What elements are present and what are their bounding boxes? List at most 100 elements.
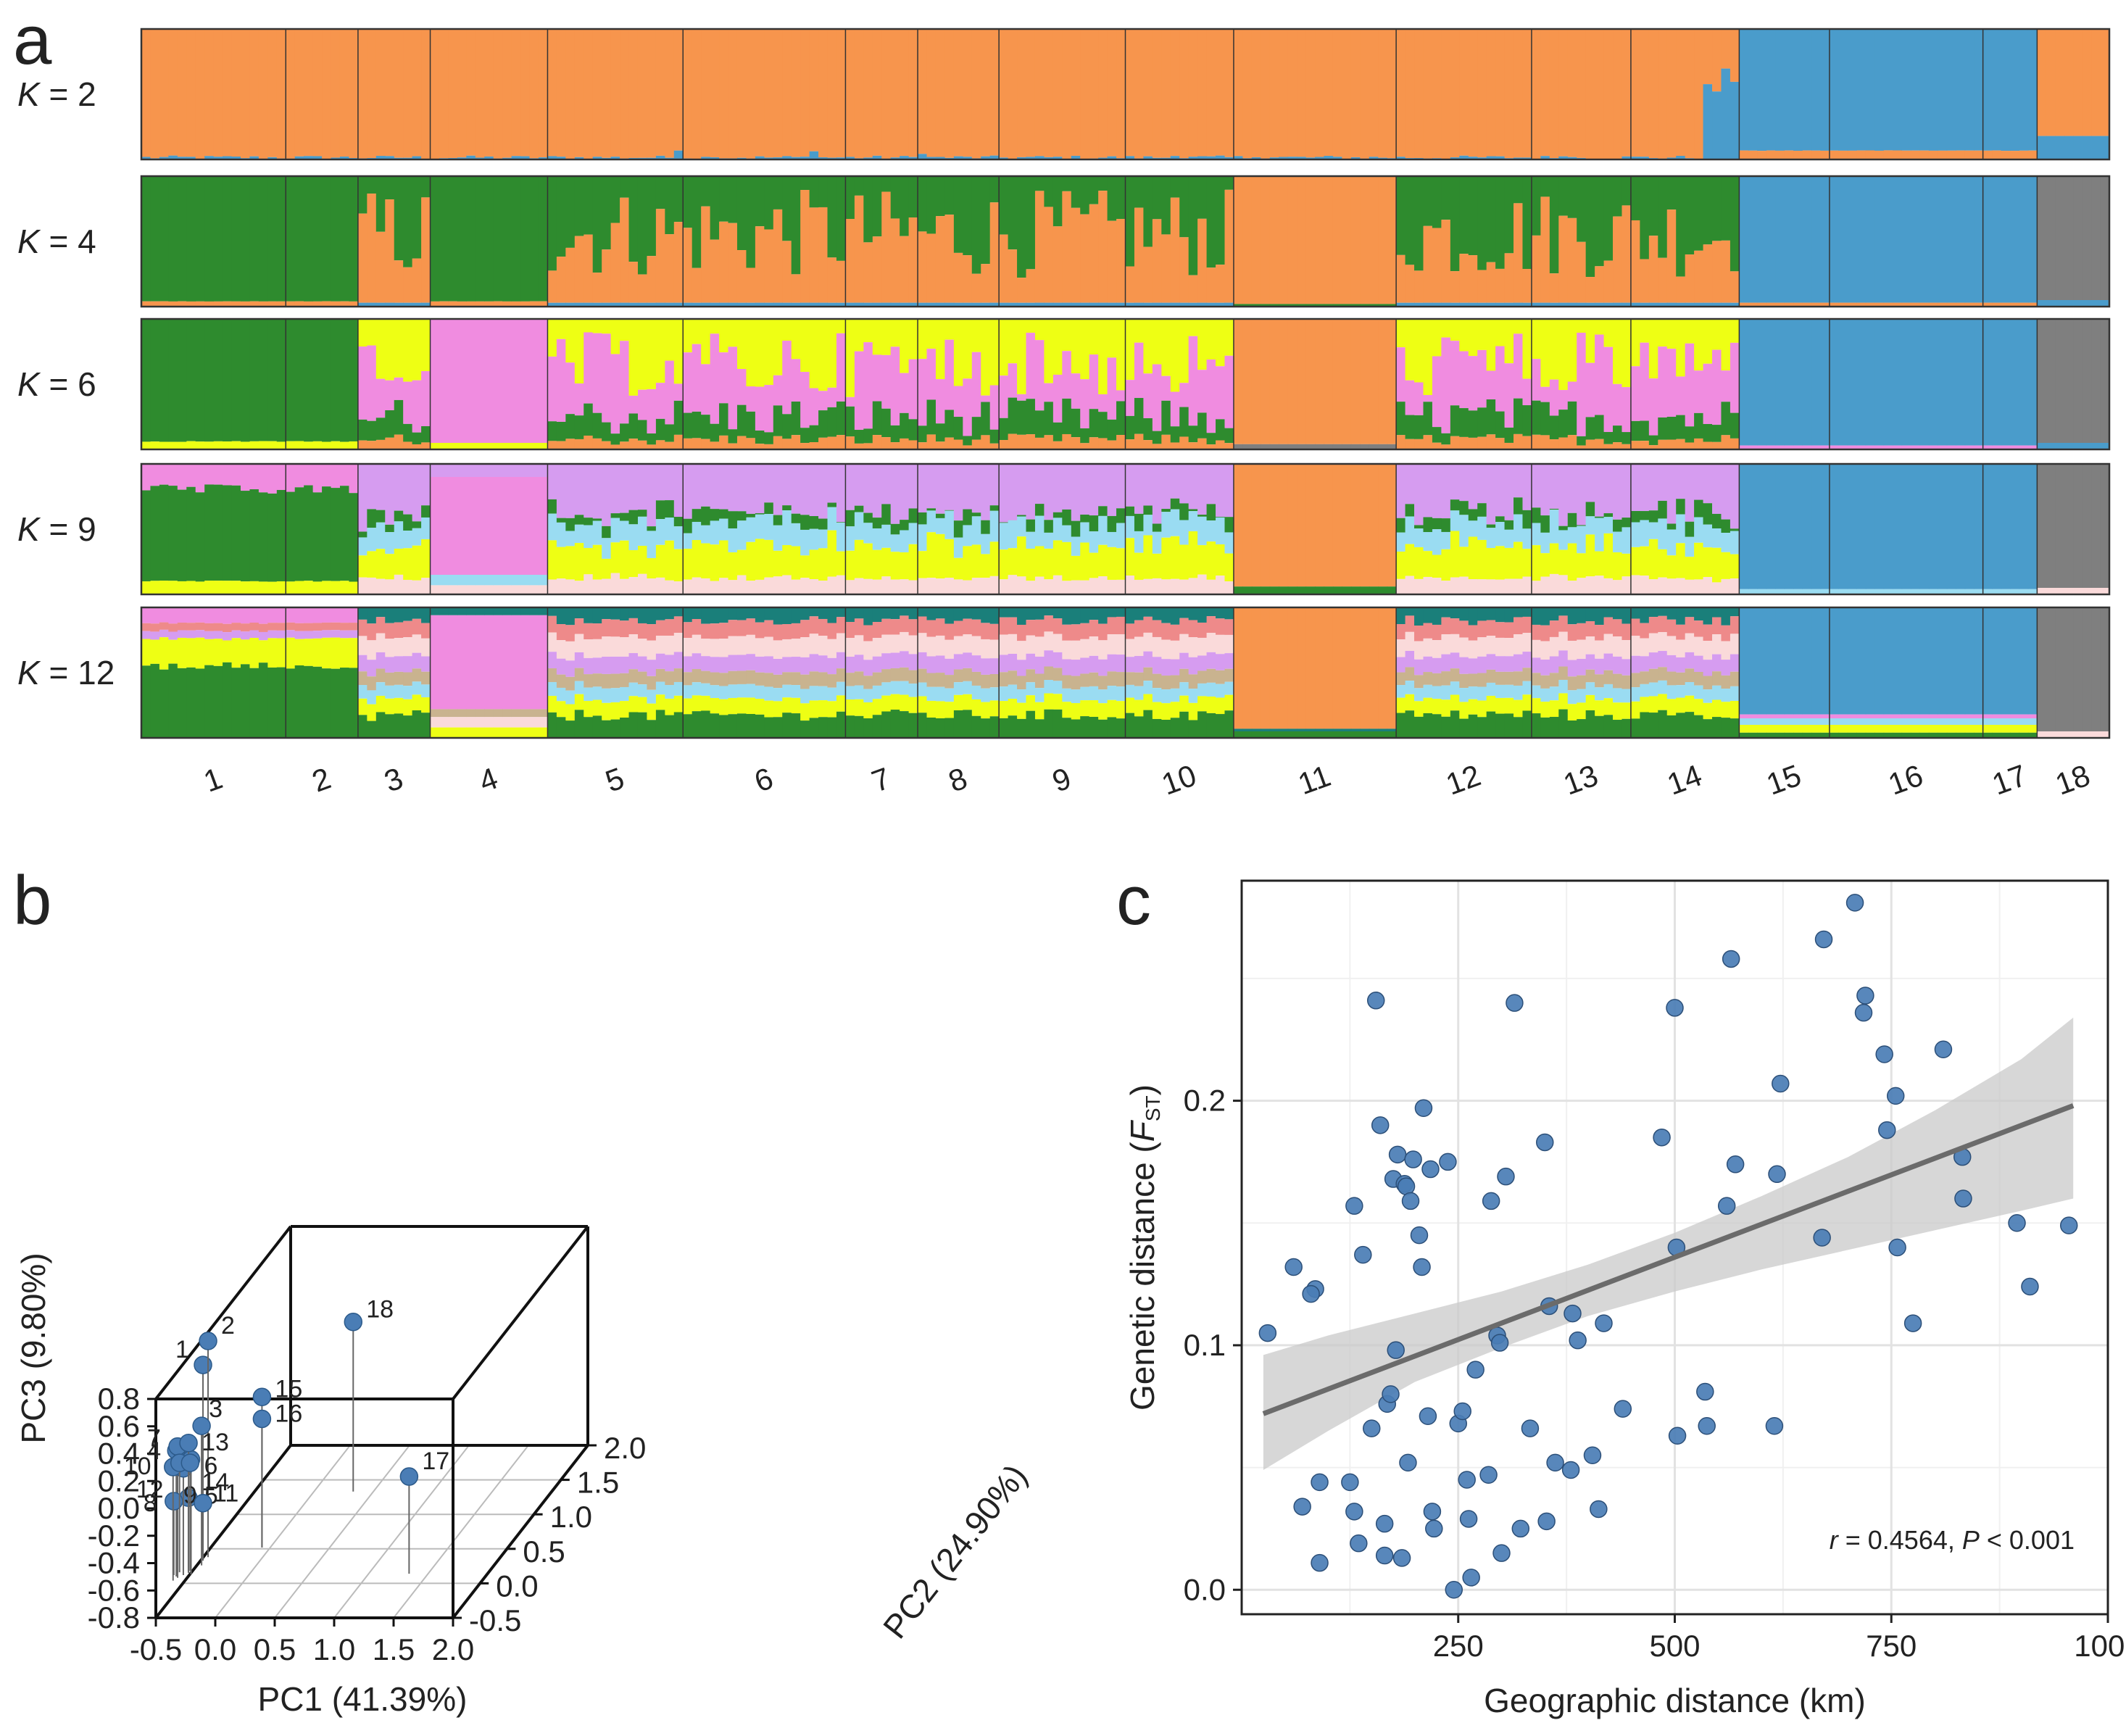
bar-segment <box>1432 356 1442 428</box>
bar-segment <box>1504 29 1514 159</box>
bar-segment <box>755 622 765 639</box>
bar-segment <box>1802 29 1812 151</box>
bar-segment <box>1242 444 1253 449</box>
bar-segment <box>836 617 847 634</box>
bar-segment <box>800 515 810 530</box>
bar-segment <box>1216 684 1226 698</box>
bar-segment <box>2100 588 2110 594</box>
bar-segment <box>584 623 594 640</box>
bar-segment <box>1911 589 1921 594</box>
bar-segment <box>375 695 386 713</box>
bar-segment <box>953 156 963 159</box>
bar-segment <box>1008 464 1018 520</box>
scatter-point <box>1564 1304 1582 1323</box>
bar-segment <box>1233 731 1243 738</box>
bar-segment <box>1666 176 1677 210</box>
bar-segment <box>475 615 485 710</box>
bar-segment <box>484 176 494 302</box>
bar-segment <box>565 176 576 248</box>
bar-segment <box>673 652 684 669</box>
bar-segment <box>1179 383 1189 407</box>
bar-segment <box>1703 719 1713 738</box>
bar-segment <box>872 685 882 699</box>
scatter-point <box>1569 1331 1587 1350</box>
bar-segment <box>2073 300 2083 307</box>
bar-segment <box>736 670 747 684</box>
bar-segment <box>1585 654 1595 670</box>
bar-segment <box>1585 576 1595 594</box>
bar-segment <box>602 526 612 539</box>
bar-segment <box>881 576 892 594</box>
bar-segment <box>1450 577 1460 594</box>
bar-segment <box>2055 731 2065 738</box>
bar-segment <box>592 29 602 157</box>
bar-segment <box>628 262 639 303</box>
bar-segment <box>999 319 1009 376</box>
bar-segment <box>728 620 738 636</box>
bar-segment <box>1811 176 1822 303</box>
bar-segment <box>1080 302 1090 307</box>
bar-segment <box>2027 714 2038 718</box>
bar-segment <box>1676 439 1686 449</box>
bar-segment <box>385 554 395 580</box>
bar-segment <box>375 712 386 738</box>
bar-segment <box>2027 319 2038 446</box>
bar-segment <box>1143 464 1153 506</box>
bar-segment <box>610 223 620 303</box>
bar-segment <box>412 710 422 738</box>
bar-segment <box>1495 464 1506 517</box>
bar-segment <box>1938 445 1948 449</box>
bar-segment <box>1423 517 1433 533</box>
bar-segment <box>1956 464 1966 589</box>
bar-segment <box>1044 383 1054 402</box>
bar-segment <box>1216 516 1226 518</box>
bar-segment <box>836 464 847 523</box>
bar-segment <box>1143 156 1153 159</box>
bar-segment <box>655 418 665 441</box>
bar-segment <box>1712 582 1722 594</box>
bar-segment <box>267 607 278 623</box>
bar-segment <box>628 618 639 635</box>
bar-segment <box>1143 535 1153 579</box>
bar-segment <box>241 441 251 449</box>
bar-segment <box>1685 254 1695 303</box>
bar-segment <box>1089 29 1099 159</box>
bar-segment <box>574 607 584 619</box>
bar-segment <box>1992 714 2002 718</box>
bar-segment <box>1044 157 1054 159</box>
bar-segment <box>900 464 910 520</box>
bar-segment <box>1071 155 1081 159</box>
bar-segment <box>1613 720 1623 738</box>
bar-segment <box>1676 499 1686 515</box>
bar-segment <box>1125 713 1135 738</box>
bar-segment <box>538 176 549 302</box>
bar-segment <box>926 434 937 449</box>
bar-segment <box>1712 29 1722 92</box>
bar-segment <box>673 681 684 696</box>
bar-segment <box>556 441 566 449</box>
bar-segment <box>1666 302 1677 307</box>
bar-segment <box>439 464 449 477</box>
bar-segment <box>1748 445 1758 449</box>
bar-segment <box>1026 176 1036 270</box>
bar-segment <box>981 264 991 303</box>
bar-segment <box>1044 302 1054 307</box>
bar-segment <box>926 464 937 509</box>
bar-segment <box>999 607 1009 618</box>
bar-segment <box>1441 464 1451 519</box>
bar-segment <box>1676 607 1686 625</box>
bar-segment <box>430 585 440 594</box>
bar-segment <box>565 690 576 705</box>
bar-segment <box>231 638 241 668</box>
bar-segment <box>574 383 584 416</box>
y-tick-label: 0.1 <box>1184 1328 1226 1362</box>
bar-segment <box>1540 464 1550 516</box>
bar-segment <box>574 524 584 544</box>
bar-segment <box>1080 580 1090 594</box>
bar-segment <box>1098 607 1108 624</box>
bar-segment <box>231 623 241 631</box>
bar-segment <box>1486 319 1496 371</box>
bar-segment <box>1477 176 1487 270</box>
bar-segment <box>1197 622 1208 638</box>
bar-segment <box>971 671 981 686</box>
